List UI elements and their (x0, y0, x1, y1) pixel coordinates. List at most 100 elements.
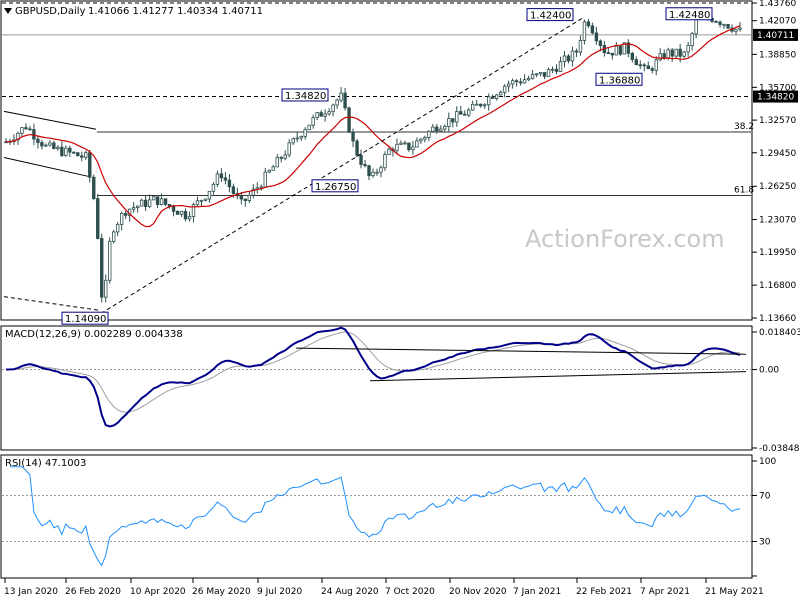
candle-body (303, 129, 307, 137)
candle-body (467, 109, 471, 116)
candle-body (662, 53, 666, 59)
candle-body (479, 103, 483, 107)
x-tick-label: 21 May 2021 (705, 587, 764, 597)
candle-body (415, 140, 419, 148)
candle-body (570, 50, 575, 62)
candles (4, 9, 742, 303)
candle-body (56, 146, 60, 149)
y-tick-label: 1.35700 (759, 83, 796, 93)
candle-body (319, 112, 323, 117)
candle-body (407, 142, 411, 151)
rsi-panel (0, 454, 753, 579)
candle-body (522, 79, 527, 84)
collapse-arrow-icon[interactable] (4, 8, 12, 14)
candle-body (80, 155, 84, 158)
candle-body (383, 154, 387, 169)
candle-body (514, 80, 519, 83)
candle-body (526, 77, 531, 81)
candle-body (287, 142, 291, 156)
y-tick-label: 1.26250 (759, 182, 796, 192)
candle-body (259, 186, 264, 189)
candle-body (550, 68, 555, 71)
x-tick-label: 7 Jan 2021 (513, 587, 561, 597)
candle-body (674, 48, 678, 57)
candle-body (431, 126, 435, 132)
candle-body (331, 104, 335, 113)
rising-trendline (100, 16, 585, 314)
candle-body (650, 68, 654, 71)
candle-body (343, 92, 347, 109)
candle-body (295, 137, 299, 140)
candle-body (223, 177, 228, 181)
candle-body (28, 128, 32, 131)
candle-body (482, 104, 487, 107)
candle-body (123, 212, 128, 216)
candle-body (183, 210, 188, 220)
candle-body (714, 20, 718, 23)
channel-lower-line (3, 156, 89, 177)
candle-body (239, 195, 244, 200)
candle-body (359, 154, 363, 165)
candle-body (722, 23, 726, 26)
candle-body (726, 23, 730, 29)
candle-body (682, 51, 686, 57)
candle-body (84, 152, 88, 158)
candle-body (582, 21, 587, 41)
candle-body (203, 198, 208, 201)
x-tick-label: 24 Aug 2020 (321, 587, 379, 597)
candle-body (299, 136, 303, 139)
candle-body (538, 72, 543, 75)
candle-body (622, 42, 627, 55)
x-tick-label: 20 Nov 2020 (449, 587, 507, 597)
price-annotation-label: 1.36880 (599, 75, 640, 86)
candle-body (718, 21, 722, 25)
candle-body (215, 173, 220, 185)
candle-body (44, 144, 48, 147)
candle-body (163, 198, 168, 205)
candle-body (339, 92, 343, 101)
candle-body (68, 147, 72, 153)
candle-body (670, 49, 674, 57)
candle-body (367, 165, 371, 177)
candle-body (518, 81, 523, 84)
candle-body (199, 199, 204, 202)
candle-body (243, 198, 248, 202)
candle-body (598, 40, 603, 46)
candle-body (139, 199, 144, 207)
candle-body (363, 164, 367, 167)
main-panel (0, 0, 753, 321)
candle-body (463, 113, 467, 116)
x-tick-label: 7 Apr 2021 (640, 587, 690, 597)
candle-body (112, 231, 116, 242)
y-tick-label: 1.13660 (759, 314, 796, 324)
candle-body (371, 171, 375, 177)
candle-body (502, 85, 507, 93)
candle-body (423, 136, 427, 140)
candle-body (506, 83, 511, 87)
x-tick-label: 13 Jan 2020 (4, 587, 58, 597)
candle-body (686, 45, 690, 53)
candle-body (207, 190, 212, 200)
candle-body (738, 27, 742, 30)
candle-body (263, 171, 267, 188)
candle-body (227, 179, 232, 188)
y-tick-label: 1.32570 (759, 116, 796, 126)
fib-label: 38.2 (734, 122, 754, 132)
candle-body (92, 176, 96, 199)
candle-body (558, 61, 563, 72)
candle-body (530, 73, 535, 79)
candle-body (175, 210, 180, 215)
candle-body (323, 113, 327, 117)
candle-body (36, 138, 40, 143)
candle-body (610, 52, 615, 56)
candle-body (251, 188, 256, 196)
price-annotation-label: 1.26750 (315, 182, 356, 193)
y-tick-label: 1.42070 (759, 17, 796, 27)
candle-body (135, 205, 140, 208)
price-marker-label: 1.34820 (757, 93, 794, 103)
candle-body (355, 140, 359, 156)
candle-body (578, 40, 583, 53)
candle-body (211, 183, 216, 192)
candle-body (159, 198, 164, 205)
candle-body (64, 147, 68, 156)
